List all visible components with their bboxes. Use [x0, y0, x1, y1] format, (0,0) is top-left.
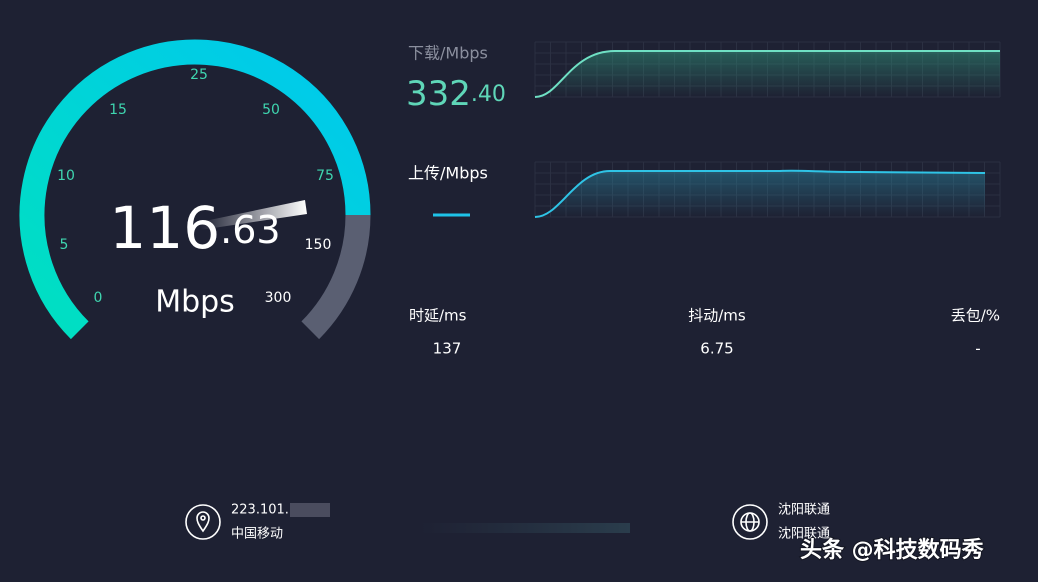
- download-value: 332.40: [406, 74, 506, 114]
- gauge-needle: [200, 200, 307, 230]
- gauge-tick-label: 75: [316, 168, 334, 184]
- stat-label: 抖动/ms: [688, 307, 746, 325]
- stat-label: 时延/ms: [409, 307, 467, 325]
- download-area: [535, 51, 1000, 97]
- progress-bar: [420, 523, 630, 533]
- stat-value: 6.75: [700, 340, 733, 358]
- server-city: 沈阳联通: [778, 503, 830, 518]
- ip-mask: [290, 503, 330, 517]
- upload-area: [535, 170, 985, 217]
- gauge-tick-label: 300: [265, 290, 292, 306]
- stat-value: -: [975, 340, 980, 358]
- stat-label: 丢包/%: [951, 307, 1000, 325]
- client-isp: 中国移动: [231, 527, 283, 542]
- gauge-tick-label: 10: [57, 168, 75, 184]
- server-isp: 沈阳联通: [778, 527, 830, 542]
- stat-value: 137: [433, 340, 462, 358]
- gauge-tick-label: 50: [262, 102, 280, 118]
- upload-label: 上传/Mbps: [408, 164, 488, 183]
- ip-address: 223.101.: [231, 503, 289, 518]
- download-label: 下载/Mbps: [408, 44, 488, 63]
- gauge: 0 5 10 15 25 50 75 150 300: [19, 39, 371, 340]
- gauge-track: [301, 214, 371, 340]
- gauge-tick-label: 15: [109, 102, 127, 118]
- server-icon: [732, 504, 768, 540]
- gauge-tick-label: 5: [60, 237, 69, 253]
- location-icon: [185, 504, 221, 540]
- download-line: [534, 50, 1000, 98]
- gauge-tick-label: 25: [190, 67, 208, 83]
- speed-unit: Mbps: [155, 285, 235, 320]
- upload-line: [534, 169, 986, 218]
- speed-value: 116.63: [109, 194, 280, 262]
- gauge-tick-label: 0: [94, 290, 103, 306]
- gauge-fill: [19, 39, 371, 340]
- watermark: 头条 @科技数码秀: [800, 537, 984, 563]
- gauge-tick-label: 150: [305, 237, 332, 253]
